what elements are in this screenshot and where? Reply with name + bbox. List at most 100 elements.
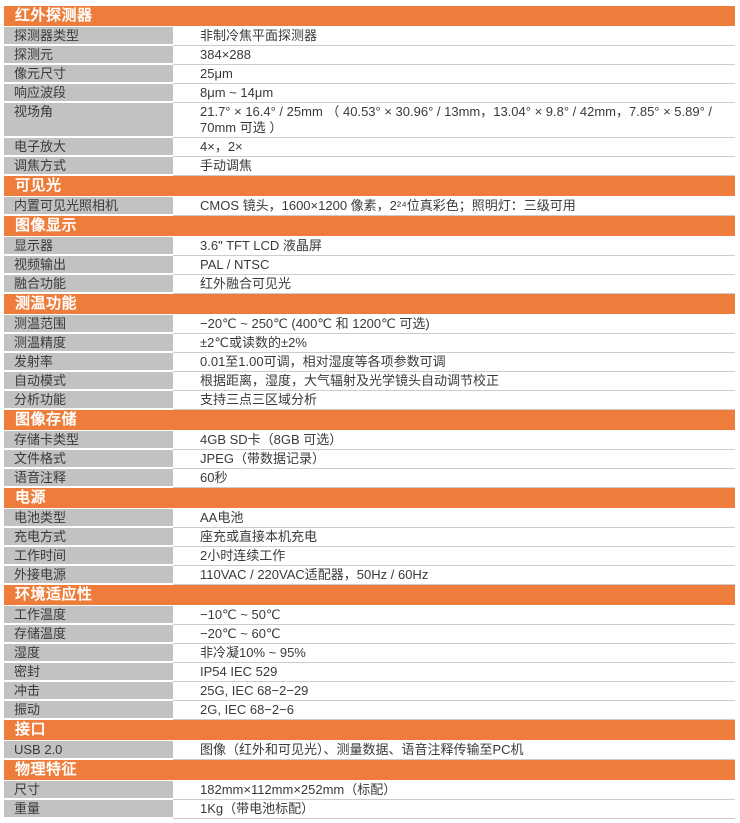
spec-row-label: 测温精度 bbox=[4, 334, 173, 353]
spec-row: 调焦方式 手动调焦 bbox=[4, 157, 735, 176]
spec-row-value: 25μm bbox=[173, 65, 735, 84]
spec-row-label: 探测器类型 bbox=[4, 27, 173, 46]
spec-row-label: 分析功能 bbox=[4, 391, 173, 410]
spec-row-label: 密封 bbox=[4, 663, 173, 682]
spec-row-value: 红外融合可见光 bbox=[173, 275, 735, 294]
spec-row-value: 4GB SD卡（8GB 可选） bbox=[173, 431, 735, 450]
spec-row: 文件格式 JPEG（带数据记录） bbox=[4, 450, 735, 469]
spec-row: 电子放大 4×，2× bbox=[4, 138, 735, 157]
spec-row: 自动模式 根据距离，湿度，大气辐射及光学镜头自动调节校正 bbox=[4, 372, 735, 391]
spec-row-value: CMOS 镜头，1600×1200 像素，2²⁴位真彩色；照明灯：三级可用 bbox=[173, 197, 735, 216]
spec-row: 分析功能 支持三点三区域分析 bbox=[4, 391, 735, 410]
spec-row-value: 60秒 bbox=[173, 469, 735, 488]
spec-row: 内置可见光照相机 CMOS 镜头，1600×1200 像素，2²⁴位真彩色；照明灯… bbox=[4, 197, 735, 216]
spec-row-value: 2小时连续工作 bbox=[173, 547, 735, 566]
spec-row-value: 21.7° × 16.4° / 25mm （ 40.53° × 30.96° /… bbox=[173, 103, 735, 138]
spec-row-label: 充电方式 bbox=[4, 528, 173, 547]
spec-row-label: 自动模式 bbox=[4, 372, 173, 391]
spec-row-value: JPEG（带数据记录） bbox=[173, 450, 735, 469]
spec-row-value: −10℃ ~ 50℃ bbox=[173, 606, 735, 625]
spec-row: 探测器类型 非制冷焦平面探测器 bbox=[4, 27, 735, 46]
spec-row-label: 探测元 bbox=[4, 46, 173, 65]
spec-row-label: 存储温度 bbox=[4, 625, 173, 644]
spec-row-label: 融合功能 bbox=[4, 275, 173, 294]
spec-row-label: 视频输出 bbox=[4, 256, 173, 275]
spec-row: 外接电源 110VAC / 220VAC适配器，50Hz / 60Hz bbox=[4, 566, 735, 585]
spec-row-label: 湿度 bbox=[4, 644, 173, 663]
spec-row-label: 重量 bbox=[4, 800, 173, 819]
spec-row-value: 8μm ~ 14μm bbox=[173, 84, 735, 103]
spec-row: 视频输出 PAL / NTSC bbox=[4, 256, 735, 275]
spec-row-value: 110VAC / 220VAC适配器，50Hz / 60Hz bbox=[173, 566, 735, 585]
spec-row-value: −20℃ ~ 60℃ bbox=[173, 625, 735, 644]
section-header: 电源 bbox=[4, 488, 735, 508]
spec-row-label: 发射率 bbox=[4, 353, 173, 372]
spec-row-label: 外接电源 bbox=[4, 566, 173, 585]
spec-row: 存储卡类型 4GB SD卡（8GB 可选） bbox=[4, 431, 735, 450]
spec-row-value: ±2℃或读数的±2% bbox=[173, 334, 735, 353]
spec-row: 工作时间 2小时连续工作 bbox=[4, 547, 735, 566]
spec-row: 冲击 25G, IEC 68−2−29 bbox=[4, 682, 735, 701]
spec-row-label: 显示器 bbox=[4, 237, 173, 256]
spec-row: 振动 2G, IEC 68−2−6 bbox=[4, 701, 735, 720]
spec-row-value: 图像（红外和可见光）、测量数据、语音注释传输至PC机 bbox=[173, 741, 735, 760]
spec-row-label: 调焦方式 bbox=[4, 157, 173, 176]
spec-row-label: 工作温度 bbox=[4, 606, 173, 625]
spec-row-value: 182mm×112mm×252mm（标配） bbox=[173, 781, 735, 800]
spec-row: 显示器 3.6" TFT LCD 液晶屏 bbox=[4, 237, 735, 256]
spec-row-value: 非制冷焦平面探测器 bbox=[173, 27, 735, 46]
spec-row: 工作温度 −10℃ ~ 50℃ bbox=[4, 606, 735, 625]
section-header: 接口 bbox=[4, 720, 735, 740]
spec-row: 存储温度 −20℃ ~ 60℃ bbox=[4, 625, 735, 644]
spec-row: 测温范围 −20℃ ~ 250℃ (400℃ 和 1200℃ 可选) bbox=[4, 315, 735, 334]
spec-row-value: 1Kg（带电池标配） bbox=[173, 800, 735, 819]
spec-row: 响应波段 8μm ~ 14μm bbox=[4, 84, 735, 103]
spec-row: 测温精度 ±2℃或读数的±2% bbox=[4, 334, 735, 353]
spec-row-label: USB 2.0 bbox=[4, 741, 173, 760]
spec-row-label: 像元尺寸 bbox=[4, 65, 173, 84]
spec-row-value: −20℃ ~ 250℃ (400℃ 和 1200℃ 可选) bbox=[173, 315, 735, 334]
spec-row-value: 4×，2× bbox=[173, 138, 735, 157]
spec-row-value: IP54 IEC 529 bbox=[173, 663, 735, 682]
spec-row-label: 文件格式 bbox=[4, 450, 173, 469]
spec-row-value: 0.01至1.00可调，相对湿度等各项参数可调 bbox=[173, 353, 735, 372]
spec-row: 充电方式 座充或直接本机充电 bbox=[4, 528, 735, 547]
section-header: 红外探测器 bbox=[4, 6, 735, 26]
spec-row-label: 电池类型 bbox=[4, 509, 173, 528]
spec-row-label: 语音注释 bbox=[4, 469, 173, 488]
spec-table: 红外探测器 探测器类型 非制冷焦平面探测器 探测元 384×288 像元尺寸 25μm 响应波… bbox=[4, 6, 735, 819]
spec-row: 发射率 0.01至1.00可调，相对湿度等各项参数可调 bbox=[4, 353, 735, 372]
spec-row-label: 响应波段 bbox=[4, 84, 173, 103]
spec-row-value: 2G, IEC 68−2−6 bbox=[173, 701, 735, 720]
spec-row-label: 工作时间 bbox=[4, 547, 173, 566]
spec-row: 电池类型 AA电池 bbox=[4, 509, 735, 528]
section-header: 可见光 bbox=[4, 176, 735, 196]
spec-row: USB 2.0 图像（红外和可见光）、测量数据、语音注释传输至PC机 bbox=[4, 741, 735, 760]
spec-row-value: AA电池 bbox=[173, 509, 735, 528]
spec-row: 视场角 21.7° × 16.4° / 25mm （ 40.53° × 30.96… bbox=[4, 103, 735, 138]
spec-row: 湿度 非冷凝10% ~ 95% bbox=[4, 644, 735, 663]
spec-row: 像元尺寸 25μm bbox=[4, 65, 735, 84]
spec-row: 密封 IP54 IEC 529 bbox=[4, 663, 735, 682]
section-header: 图像显示 bbox=[4, 216, 735, 236]
spec-row-label: 测温范围 bbox=[4, 315, 173, 334]
spec-row: 重量 1Kg（带电池标配） bbox=[4, 800, 735, 819]
spec-row-value: 384×288 bbox=[173, 46, 735, 65]
spec-row-value: 非冷凝10% ~ 95% bbox=[173, 644, 735, 663]
spec-row-value: 3.6" TFT LCD 液晶屏 bbox=[173, 237, 735, 256]
spec-row-value: 手动调焦 bbox=[173, 157, 735, 176]
spec-row-value: 25G, IEC 68−2−29 bbox=[173, 682, 735, 701]
spec-row: 探测元 384×288 bbox=[4, 46, 735, 65]
spec-row-value: 座充或直接本机充电 bbox=[173, 528, 735, 547]
spec-row: 语音注释 60秒 bbox=[4, 469, 735, 488]
spec-row-value: 支持三点三区域分析 bbox=[173, 391, 735, 410]
spec-row-value: 根据距离，湿度，大气辐射及光学镜头自动调节校正 bbox=[173, 372, 735, 391]
spec-row: 融合功能 红外融合可见光 bbox=[4, 275, 735, 294]
spec-row-label: 振动 bbox=[4, 701, 173, 720]
spec-row-label: 视场角 bbox=[4, 103, 173, 138]
spec-row-value: PAL / NTSC bbox=[173, 256, 735, 275]
spec-row: 尺寸 182mm×112mm×252mm（标配） bbox=[4, 781, 735, 800]
spec-row-label: 尺寸 bbox=[4, 781, 173, 800]
spec-row-label: 冲击 bbox=[4, 682, 173, 701]
